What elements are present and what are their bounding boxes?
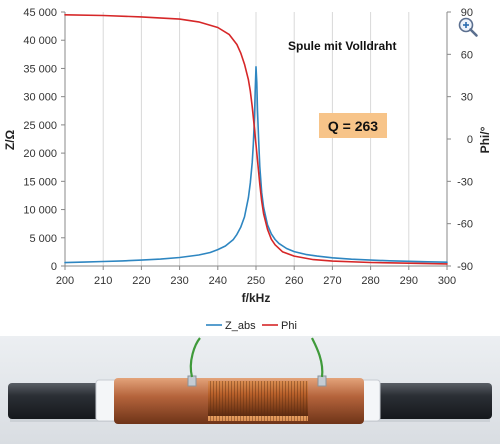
y-tick-label: 30 000 xyxy=(23,92,57,104)
legend-label-phi: Phi xyxy=(281,320,297,332)
x-tick-label: 290 xyxy=(400,275,418,287)
x-tick-label: 230 xyxy=(170,275,188,287)
y2-tick-label: 90 xyxy=(461,7,473,19)
y-tick-label: 35 000 xyxy=(23,63,57,75)
x-tick-label: 300 xyxy=(438,275,456,287)
y2-tick-label: 60 xyxy=(461,49,473,61)
y-tick-label: 0 xyxy=(51,261,57,273)
q-box xyxy=(319,113,387,138)
right-hose xyxy=(372,383,492,419)
annotation-label: Spule mit Volldraht xyxy=(288,39,396,53)
right-lead-wire xyxy=(311,337,324,378)
q-box-text: Q = 263 xyxy=(328,118,378,134)
y-axis-title: Z/Ω xyxy=(3,129,17,150)
x-tick-label: 260 xyxy=(285,275,303,287)
y-tick-label: 10 000 xyxy=(23,205,57,217)
y-tick-label: 20 000 xyxy=(23,148,57,160)
series-line-z-abs xyxy=(64,66,448,264)
y-tick-label: 40 000 xyxy=(23,35,57,47)
zoom-in-icon[interactable] xyxy=(457,16,479,38)
x-tick-label: 270 xyxy=(323,275,341,287)
series-layer xyxy=(64,14,448,265)
left-terminal xyxy=(187,375,197,387)
y2-tick-label: -90 xyxy=(457,261,473,273)
legend: Z_abs Phi xyxy=(206,320,297,332)
y2-tick-label: 0 xyxy=(467,134,473,146)
y-tick-label: 25 000 xyxy=(23,120,57,132)
right-terminal xyxy=(317,375,327,387)
axis-layer xyxy=(61,11,451,270)
y2-tick-label: -30 xyxy=(457,176,473,188)
coil-winding xyxy=(208,381,308,421)
x-tick-label: 240 xyxy=(209,275,227,287)
x-tick-label: 210 xyxy=(94,275,112,287)
chart-area: 200 210 220 230 240 250 260 270 280 290 300 0 5 000 1… xyxy=(3,7,492,332)
y2-tick-label: 30 xyxy=(461,92,473,104)
left-hose xyxy=(8,383,108,419)
x-tick-label: 250 xyxy=(247,275,265,287)
left-lead-wire xyxy=(189,337,201,378)
legend-label-z-abs: Z_abs xyxy=(225,320,256,332)
y2-axis-title: Phi/° xyxy=(478,126,492,153)
series-line-phi xyxy=(64,14,448,265)
y-tick-label: 5 000 xyxy=(29,233,57,245)
y-tick-label: 15 000 xyxy=(23,176,57,188)
x-tick-label: 200 xyxy=(56,275,74,287)
x-tick-label: 220 xyxy=(132,275,150,287)
y2-tick-label: -60 xyxy=(457,219,473,231)
x-tick-label: 280 xyxy=(361,275,379,287)
coil-photo xyxy=(0,336,500,444)
y-tick-label: 45 000 xyxy=(23,7,57,19)
x-axis-title: f/kHz xyxy=(242,291,271,305)
